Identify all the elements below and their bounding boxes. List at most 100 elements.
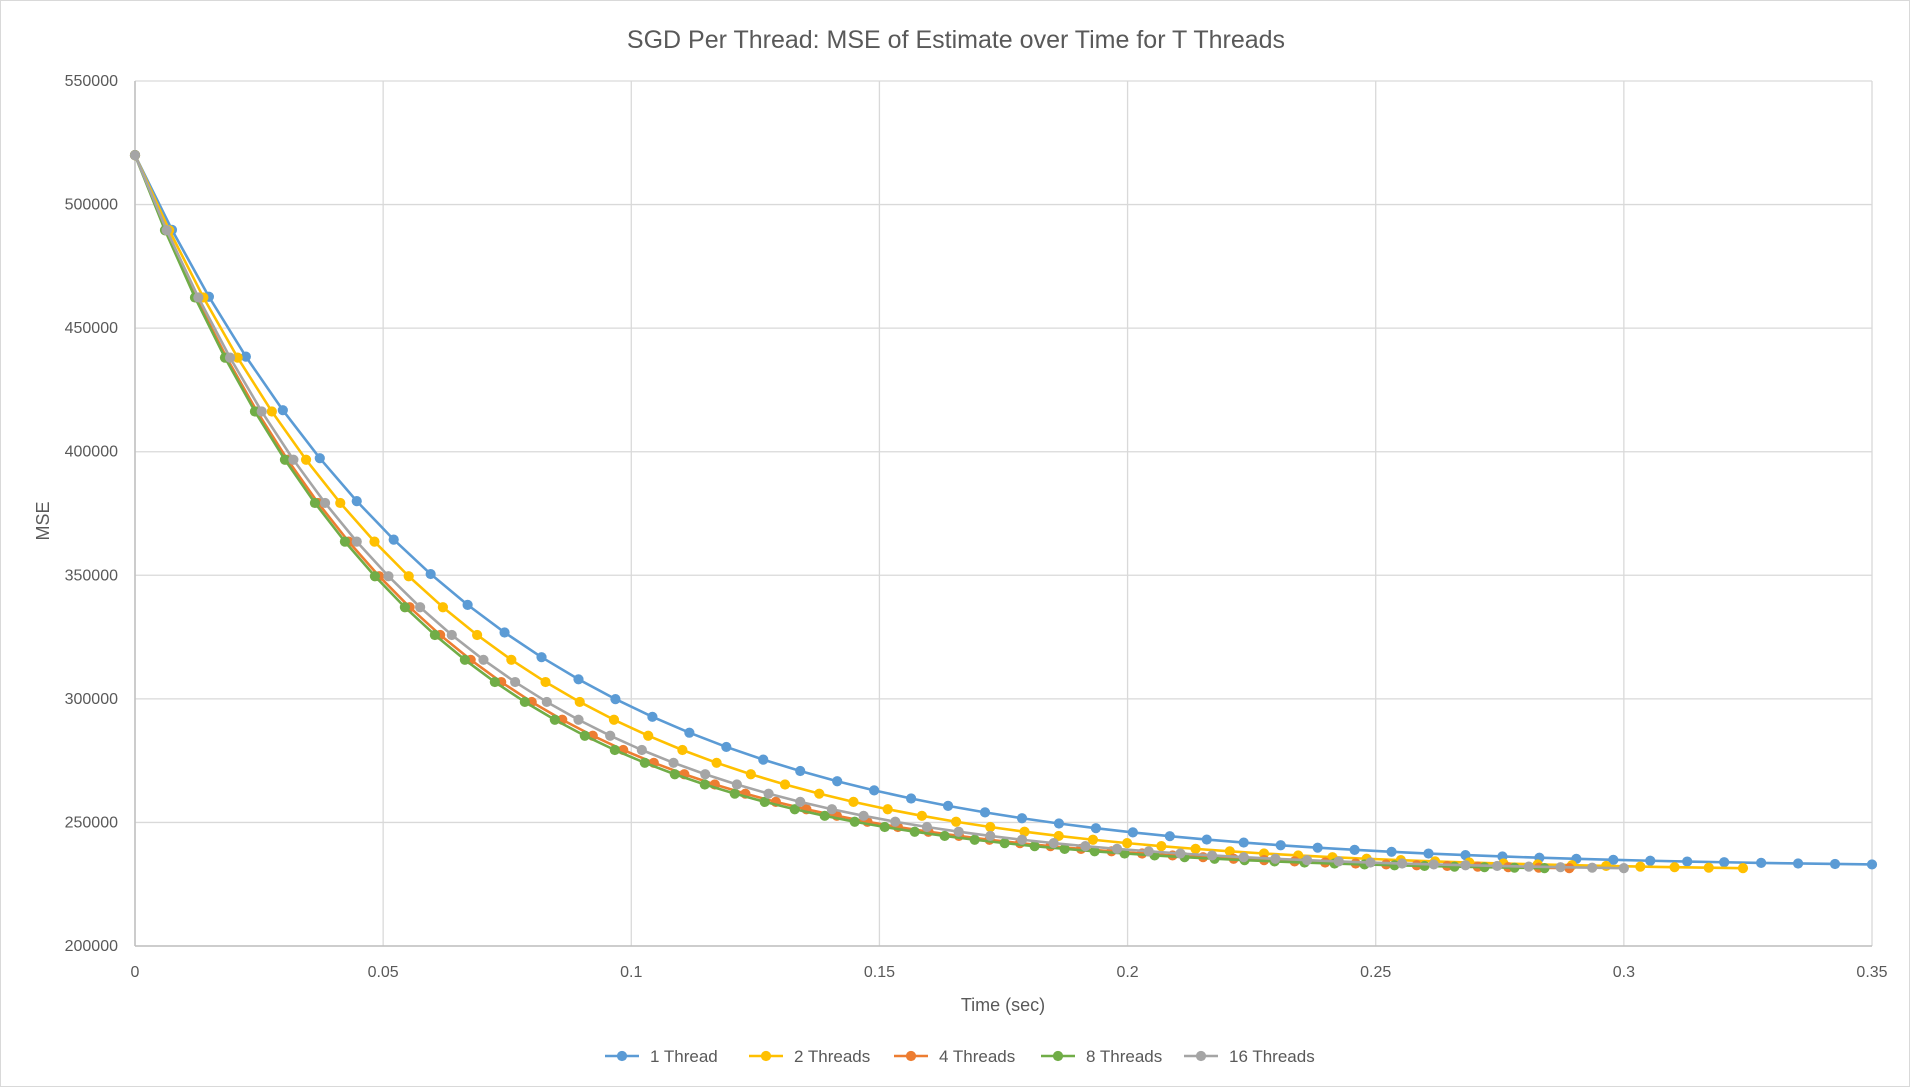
series-layer [129, 150, 1878, 874]
data-point [519, 696, 530, 708]
legend-label: 1 Thread [650, 1047, 718, 1066]
data-point [1206, 850, 1218, 861]
data-point [1587, 862, 1598, 873]
data-point [1829, 858, 1841, 870]
data-point [161, 225, 172, 236]
data-point [319, 497, 331, 509]
data-point [814, 788, 825, 799]
data-point [579, 730, 590, 741]
legend-swatch-marker [1052, 1050, 1064, 1062]
legend-swatch-marker [616, 1050, 628, 1062]
data-point [953, 826, 964, 837]
data-point [1419, 860, 1430, 872]
data-point [309, 497, 321, 509]
data-point [1089, 846, 1100, 857]
data-point [351, 496, 362, 507]
data-point [759, 796, 770, 807]
data-point [266, 406, 277, 417]
data-point [1792, 858, 1804, 869]
data-point [758, 754, 769, 765]
series-2-threads [129, 150, 1749, 874]
data-point [609, 744, 620, 756]
data-point [795, 765, 806, 777]
data-point [399, 602, 410, 613]
data-point [277, 405, 288, 416]
data-point [1111, 843, 1123, 854]
data-point [795, 796, 806, 807]
data-point [1737, 863, 1749, 874]
data-point [979, 807, 991, 818]
data-point [985, 830, 996, 842]
data-point [335, 497, 346, 509]
data-point [573, 674, 584, 685]
x-tick-label: 0 [131, 964, 140, 981]
data-point [985, 821, 996, 833]
data-point [1275, 840, 1286, 851]
legend-label: 4 Threads [939, 1047, 1015, 1066]
legend-label: 8 Threads [1086, 1047, 1162, 1066]
data-point [279, 454, 291, 465]
x-axis-title: Time (sec) [961, 995, 1045, 1015]
data-point [541, 696, 552, 708]
data-point [1029, 841, 1040, 852]
data-point [1460, 860, 1471, 871]
data-point [819, 810, 830, 821]
data-point [224, 352, 236, 363]
legend-item: 4 Threads [894, 1047, 1015, 1066]
data-point [1479, 862, 1490, 873]
plot-grid [134, 80, 1873, 947]
data-point [610, 694, 621, 705]
data-point [729, 788, 740, 799]
data-point [890, 816, 901, 827]
data-point [240, 351, 251, 362]
data-point [608, 714, 620, 725]
data-point [1601, 860, 1612, 872]
data-point [643, 730, 654, 741]
x-tick-label: 0.15 [864, 964, 895, 981]
data-point [1048, 838, 1059, 849]
data-point [882, 804, 893, 815]
data-point [369, 571, 381, 582]
data-point [403, 571, 414, 582]
data-point [1608, 854, 1619, 865]
y-axis-title: MSE [33, 501, 53, 540]
data-point [549, 714, 560, 725]
data-point [906, 793, 917, 804]
legend-swatch-marker [905, 1050, 917, 1062]
data-point [1053, 818, 1065, 829]
data-point [1449, 861, 1460, 872]
series-16-threads [129, 150, 1629, 874]
x-tick-label: 0.3 [1613, 964, 1635, 981]
data-point [858, 810, 869, 821]
legend-swatch-marker [1195, 1050, 1207, 1062]
data-point [478, 654, 489, 665]
series-line [133, 153, 1874, 866]
data-point [605, 730, 616, 741]
data-point [1156, 841, 1167, 852]
y-tick-label: 450000 [65, 320, 118, 337]
series-8-threads [129, 150, 1550, 874]
data-point [999, 838, 1010, 849]
x-tick-label: 0.35 [1856, 964, 1887, 981]
plot-axes: 0 0.05 0.1 0.15 0.2 0.25 0.3 0.35 200000 250000 30… [65, 73, 1888, 981]
data-point [1386, 846, 1397, 857]
data-point [1492, 860, 1503, 872]
data-point [129, 150, 141, 161]
chart-legend: 1 Thread 2 Threads 4 Threads 8 Threads 16 Th… [605, 1047, 1315, 1066]
data-point [1397, 858, 1408, 869]
data-point [574, 696, 585, 708]
data-point [1423, 848, 1434, 859]
y-tick-label: 550000 [65, 73, 118, 90]
data-point [668, 757, 679, 768]
data-point [1635, 861, 1646, 872]
series-line [133, 153, 1745, 870]
x-tick-label: 0.2 [1116, 964, 1138, 981]
data-point [472, 629, 483, 641]
data-point [1016, 834, 1028, 845]
data-point [446, 629, 457, 641]
data-point [939, 830, 950, 842]
data-point [909, 826, 920, 837]
data-point [462, 599, 473, 610]
